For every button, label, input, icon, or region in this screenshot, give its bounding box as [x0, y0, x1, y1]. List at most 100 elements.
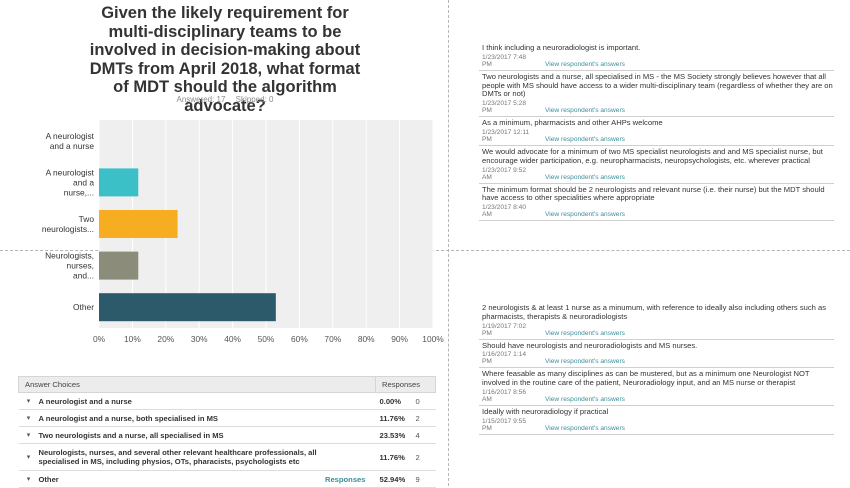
view-respondent-answers-link[interactable]: View respondent's answers: [545, 329, 625, 337]
comment-meta: 1/19/2017 7:02 PM View respondent's answe…: [482, 323, 834, 337]
vertical-page-divider: [448, 0, 449, 486]
comment-meta: 1/23/2017 12:11 PM View respondent's answ…: [482, 129, 834, 143]
response-count: 2: [415, 443, 436, 471]
comment-item: Where feasable as many disciplines as ca…: [479, 368, 834, 406]
table-row[interactable]: ▾ Two neurologists and a nurse, all speci…: [18, 426, 436, 444]
comment-item: The minimum format should be 2 neurologi…: [479, 184, 834, 222]
x-tick-label: 10%: [124, 334, 141, 344]
response-percentage: 11.76%: [375, 409, 416, 427]
comment-meta: 1/23/2017 9:52 AM View respondent's answe…: [482, 167, 834, 181]
empty-cell: [324, 426, 376, 444]
view-respondent-answers-link[interactable]: View respondent's answers: [545, 395, 625, 403]
comment-item: As a minimum, pharmacists and other AHPs…: [479, 117, 834, 146]
table-row[interactable]: ▾ A neurologist and a nurse, both special…: [18, 409, 436, 427]
comment-meta: 1/16/2017 8:56 AM View respondent's answe…: [482, 389, 834, 403]
comment-text: 2 neurologists & at least 1 nurse as a m…: [482, 303, 827, 321]
table-row[interactable]: ▾ A neurologist and a nurse 0.00% 0: [18, 392, 436, 410]
bar-3: [99, 251, 139, 280]
response-percentage: 52.94%: [375, 470, 416, 488]
expand-chevron-icon[interactable]: ▾: [18, 392, 39, 410]
question-title: Given the likely requirement for multi-d…: [89, 4, 361, 115]
response-percentage: 0.00%: [375, 392, 416, 410]
comment-date: 1/16/2017 1:14 PM: [482, 351, 526, 366]
comment-text: We would advocate for a minimum of two M…: [482, 146, 823, 165]
x-tick-label: 80%: [358, 334, 375, 344]
comment-meta: 1/15/2017 9:55 PM View respondent's answe…: [482, 418, 834, 432]
answer-choice-label: Other: [38, 470, 325, 488]
table-row[interactable]: ▾ Neurologists, nurses, and several other…: [18, 443, 436, 471]
x-tick-label: 50%: [258, 334, 275, 344]
bar-1: [99, 168, 139, 197]
comment-date: 1/19/2017 7:02 PM: [482, 322, 526, 337]
comment-date: 1/15/2017 9:55 PM: [482, 417, 526, 432]
comment-item: 2 neurologists & at least 1 nurse as a m…: [479, 302, 834, 340]
comment-item: Ideally with neuroradiology if practical…: [479, 406, 834, 435]
x-tick-label: 20%: [157, 334, 174, 344]
comment-date: 1/23/2017 9:52 AM: [482, 166, 526, 181]
expand-chevron-icon[interactable]: ▾: [18, 409, 39, 427]
view-respondent-answers-link[interactable]: View respondent's answers: [545, 60, 625, 68]
category-label: Other: [73, 302, 94, 312]
x-tick-label: 70%: [324, 334, 341, 344]
response-percentage: 23.53%: [375, 426, 416, 444]
table-row[interactable]: ▾ Other Responses 52.94% 9: [18, 470, 436, 488]
comment-text: As a minimum, pharmacists and other AHPs…: [482, 118, 663, 128]
table-header-row: Answer Choices Responses: [18, 376, 436, 393]
view-respondent-answers-link[interactable]: View respondent's answers: [545, 173, 625, 181]
responses-header[interactable]: Responses: [375, 376, 436, 393]
category-label: Neurologists, nurses, and...: [45, 251, 94, 281]
empty-cell: [324, 409, 376, 427]
response-stats: Answered: 17 Skipped: 0: [120, 95, 330, 104]
answer-choices-header[interactable]: Answer Choices: [18, 376, 376, 393]
comment-date: 1/23/2017 7:48 PM: [482, 53, 526, 68]
comment-meta: 1/23/2017 7:48 PM View respondent's answe…: [482, 54, 834, 68]
comment-text: Ideally with neuroradiology if practical: [482, 406, 609, 416]
category-label: A neurologist and a nurse,...: [46, 167, 95, 197]
comment-date: 1/23/2017 8:40 AM: [482, 204, 526, 219]
comment-date: 1/23/2017 5:28 PM: [482, 100, 526, 115]
x-tick-label: 90%: [391, 334, 408, 344]
comment-date: 1/23/2017 12:11 PM: [482, 128, 530, 143]
view-respondent-answers-link[interactable]: View respondent's answers: [545, 135, 625, 143]
expand-chevron-icon[interactable]: ▾: [18, 443, 39, 471]
x-tick-label: 40%: [224, 334, 241, 344]
response-count: 4: [415, 426, 436, 444]
empty-cell: [324, 443, 376, 471]
comment-text: Should have neurologists and neuroradiol…: [482, 340, 698, 350]
expand-chevron-icon[interactable]: ▾: [18, 470, 39, 488]
category-label: A neurologist and a nurse: [46, 131, 95, 151]
comment-meta: 1/16/2017 1:14 PM View respondent's answe…: [482, 351, 834, 365]
x-tick-label: 0%: [93, 334, 106, 344]
empty-cell: [324, 392, 376, 410]
view-respondent-answers-link[interactable]: View respondent's answers: [545, 107, 625, 115]
skipped-count: Skipped: 0: [235, 95, 274, 104]
answer-choice-label: A neurologist and a nurse, both speciali…: [38, 409, 325, 427]
response-bar-chart: 0% 10% 20% 30% 40% 50% 60% 70% 80% 90% 100% A neuro…: [0, 112, 448, 352]
answer-choice-label: Neurologists, nurses, and several other …: [38, 443, 325, 471]
expand-chevron-icon[interactable]: ▾: [18, 426, 39, 444]
x-tick-label: 100%: [422, 334, 444, 344]
comment-text: The minimum format should be 2 neurologi…: [482, 184, 825, 203]
comment-text: Where feasable as many disciplines as ca…: [482, 369, 810, 388]
responses-link[interactable]: Responses: [324, 470, 376, 488]
comment-text: I think including a neuroradiologist is …: [482, 43, 641, 52]
comment-meta: 1/23/2017 8:40 AM View respondent's answe…: [482, 204, 834, 218]
x-tick-label: 30%: [191, 334, 208, 344]
bar-4: [99, 293, 276, 322]
comment-item: We would advocate for a minimum of two M…: [479, 146, 834, 184]
view-respondent-answers-link[interactable]: View respondent's answers: [545, 211, 625, 219]
response-count: 0: [415, 392, 436, 410]
response-count: 9: [415, 470, 436, 488]
category-label: Two neurologists...: [42, 214, 94, 234]
answer-choice-label: A neurologist and a nurse: [38, 392, 325, 410]
comment-meta: 1/23/2017 5:28 PM View respondent's answe…: [482, 100, 834, 114]
answer-choice-label: Two neurologists and a nurse, all specia…: [38, 426, 325, 444]
view-respondent-answers-link[interactable]: View respondent's answers: [545, 358, 625, 366]
answered-count: Answered: 17: [176, 95, 226, 104]
view-respondent-answers-link[interactable]: View respondent's answers: [545, 424, 625, 432]
comment-item: Should have neurologists and neuroradiol…: [479, 340, 834, 369]
answer-choices-table: Answer Choices Responses ▾ A neurologist …: [18, 376, 436, 488]
comment-date: 1/16/2017 8:56 AM: [482, 388, 526, 403]
comment-item: I think including a neuroradiologist is …: [479, 42, 834, 71]
comments-list-bottom: 2 neurologists & at least 1 nurse as a m…: [479, 302, 834, 435]
